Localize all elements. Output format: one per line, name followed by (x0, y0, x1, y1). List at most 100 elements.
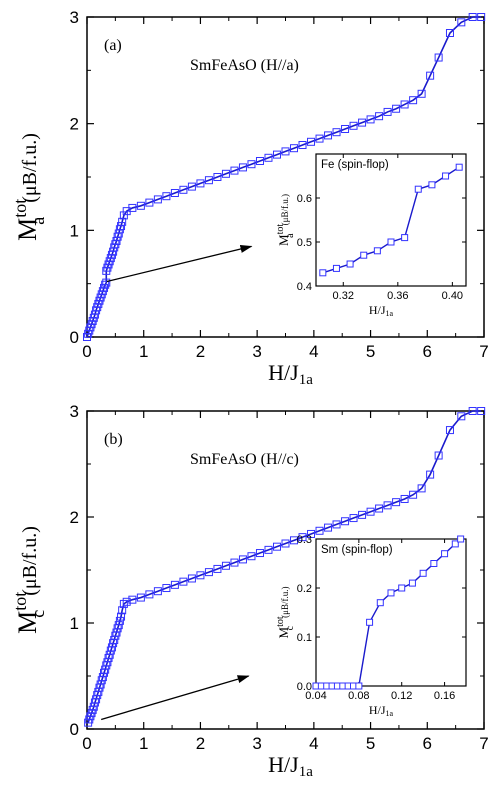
series-line (86, 16, 482, 338)
data-point (477, 407, 486, 415)
y-tick-label: 3 (70, 402, 79, 421)
data-point (272, 542, 281, 551)
system-title: SmFeAsO (H//a) (190, 57, 299, 74)
inset-data-point (442, 172, 450, 180)
y-axis-label-subscript: a (28, 217, 48, 225)
x-tick-label: 6 (423, 342, 432, 361)
data-point (383, 501, 392, 510)
inset-y-axis-label-unit: (μB/f.u.) (280, 587, 290, 618)
data-point (341, 125, 350, 133)
data-point (341, 517, 350, 526)
data-point (281, 539, 290, 548)
inset-x-tick-label: 0.12 (391, 690, 412, 702)
data-point (324, 523, 333, 532)
inset-data-point (387, 589, 395, 597)
arrow (106, 245, 253, 283)
inset-y-tick-label: 0.6 (297, 193, 312, 205)
data-point (272, 150, 281, 159)
inset-x-axis-label: H/J1a (369, 703, 394, 718)
x-tick-label: 0 (82, 734, 91, 753)
inset-data-point (441, 550, 449, 558)
data-point (128, 595, 137, 604)
inset-frame (315, 153, 467, 287)
y-axis-label-main: M (13, 611, 42, 634)
inset-data-point (373, 247, 381, 255)
inset-y-tick-label: 0.5 (297, 237, 312, 249)
data-point (153, 195, 162, 204)
x-tick-label: 3 (252, 342, 261, 361)
x-tick-label: 0 (82, 342, 91, 361)
inset-y-axis-label-sup: tot (275, 616, 286, 627)
data-point (332, 520, 341, 529)
inset-x-tick-label: 0.16 (434, 690, 455, 702)
data-point (375, 112, 384, 121)
data-point (332, 128, 341, 137)
inset-y-tick-label: 0.0 (297, 681, 312, 693)
inset-x-tick-label: 0.40 (442, 290, 463, 302)
data-point (366, 507, 375, 516)
inset-y-tick-label: 0.1 (297, 632, 312, 644)
data-point (392, 498, 401, 507)
data-point (213, 173, 222, 181)
data-point (409, 490, 418, 499)
panel-label: (a) (104, 37, 122, 54)
data-point (179, 185, 188, 194)
data-point (196, 179, 205, 188)
x-axis-label: H/J1a (268, 752, 313, 780)
data-point (400, 494, 409, 503)
data-point (230, 558, 239, 567)
data-point (117, 222, 126, 231)
data-point (119, 599, 128, 608)
data-point (162, 584, 171, 593)
data-point (196, 571, 205, 580)
inset-data-point (319, 269, 327, 277)
data-point (255, 549, 264, 558)
data-point (264, 545, 273, 554)
inset-data-point (376, 599, 384, 607)
data-point (298, 533, 307, 542)
data-point (468, 13, 477, 21)
data-point (247, 552, 256, 561)
data-point (114, 621, 123, 630)
data-point (400, 100, 409, 109)
data-point (118, 217, 127, 226)
y-tick-label: 0 (70, 720, 79, 739)
x-axis-label-sub: 1a (299, 764, 314, 780)
inset-data-point (414, 185, 422, 193)
inset-data-point (387, 238, 395, 246)
x-tick-label: 2 (196, 734, 205, 753)
panel-a: 0 1 2 3 4 5 6 70123H/J1aMtota(μB/f.u.)(a)SmFeAs… (10, 8, 489, 388)
inset-x-tick-label: 0.32 (333, 290, 354, 302)
x-tick-label: 6 (423, 734, 432, 753)
inset-x-axis-label: H/J1a (369, 303, 394, 318)
data-point (315, 526, 324, 535)
inset-title: Fe (spin-flop) (321, 159, 389, 171)
inset-data-point (428, 181, 436, 189)
data-point (102, 278, 111, 287)
data-point (409, 96, 418, 105)
data-point (101, 280, 110, 289)
data-point (136, 201, 145, 210)
x-tick-label: 4 (309, 734, 318, 753)
y-tick-label: 2 (70, 115, 79, 134)
data-point (145, 590, 154, 599)
x-tick-label: 5 (366, 342, 375, 361)
data-point (457, 18, 466, 27)
data-point (204, 176, 213, 185)
data-point (264, 153, 273, 162)
inset-x-axis-label-sub: 1a (386, 709, 394, 718)
data-point (468, 407, 477, 415)
inset-data-point (366, 618, 374, 626)
data-point (457, 412, 466, 421)
y-axis-label-unit: (μB/f.u.) (19, 526, 41, 596)
inset-data-point (346, 260, 354, 268)
data-point (445, 29, 454, 37)
inset-y-tick-label: 0.3 (297, 534, 312, 546)
y-axis-label-unit: (μB/f.u.) (19, 133, 41, 203)
system-title: SmFeAsO (H//c) (190, 451, 299, 468)
inset-x-tick-label: 0.08 (348, 690, 369, 702)
data-point (290, 536, 299, 545)
data-point (187, 182, 196, 191)
data-point (358, 510, 367, 519)
